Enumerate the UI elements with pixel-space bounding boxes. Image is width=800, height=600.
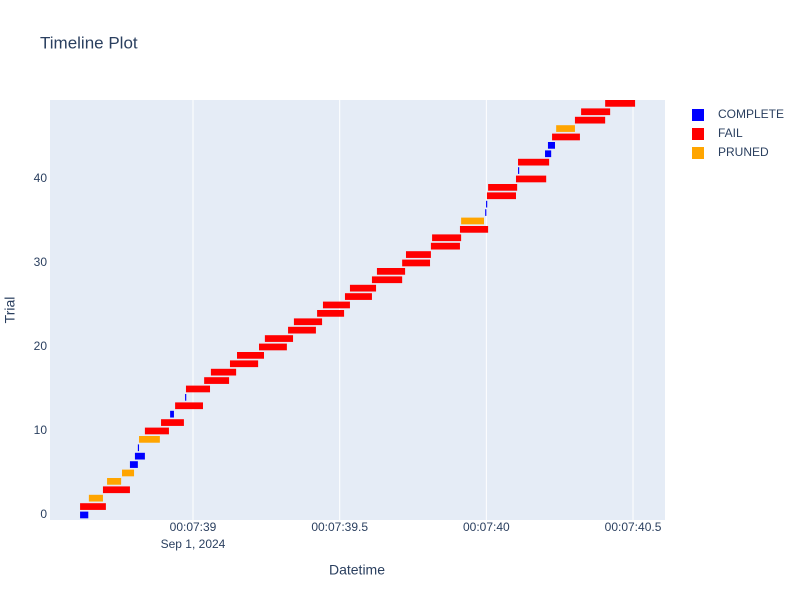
trial-bar — [204, 377, 230, 384]
trial-bar — [293, 318, 323, 326]
trial-bar — [518, 167, 520, 174]
trial-bar — [581, 108, 611, 116]
x-tick-sublabel: Sep 1, 2024 — [161, 537, 226, 551]
y-tick-label: 0 — [40, 507, 47, 521]
trial-bar — [144, 427, 169, 435]
trial-bar — [402, 259, 431, 267]
trial-bar — [229, 360, 259, 368]
trial-bar — [349, 284, 377, 292]
trial-bar — [515, 175, 547, 183]
trial-bar — [185, 394, 187, 401]
trial-bar — [107, 478, 122, 485]
trial-bar — [137, 444, 140, 452]
trial-bar — [461, 217, 485, 225]
x-tick-label: 00:07:39.5 — [311, 520, 368, 534]
trial-bar — [317, 310, 345, 317]
legend-label: PRUNED — [718, 145, 769, 159]
trial-bar — [322, 301, 350, 309]
y-axis-title: Trial — [2, 297, 18, 324]
trial-bar — [161, 419, 184, 426]
y-tick-label: 30 — [34, 255, 48, 269]
trial-bar — [88, 494, 103, 502]
trial-bar — [344, 293, 372, 300]
trial-bar — [545, 150, 552, 158]
trial-bar — [371, 276, 403, 284]
trial-bar — [486, 200, 488, 208]
trial-bar — [376, 268, 406, 275]
x-tick-label: 00:07:39 — [170, 520, 217, 534]
legend-swatch — [692, 147, 704, 159]
trial-bar — [80, 511, 89, 519]
y-tick-label: 10 — [34, 423, 48, 437]
trial-bar — [486, 192, 516, 200]
legend-label: COMPLETE — [718, 107, 784, 121]
trial-bar — [547, 142, 555, 149]
plot-area — [50, 100, 665, 520]
trial-bar — [405, 251, 431, 258]
trial-bar — [185, 385, 211, 393]
trial-bar — [139, 436, 160, 443]
trial-bar — [210, 368, 237, 376]
trial-bar — [459, 226, 489, 233]
trial-bar — [264, 335, 294, 342]
x-axis-title: Datetime — [329, 562, 385, 578]
trial-bar — [556, 125, 575, 132]
trial-bar — [175, 402, 203, 410]
chart-title: Timeline Plot — [40, 33, 138, 52]
trial-bar — [430, 242, 460, 250]
trial-bar — [129, 461, 138, 468]
legend-swatch — [692, 109, 704, 121]
trial-bar — [259, 343, 287, 351]
trial-bar — [518, 158, 550, 166]
trial-bar — [488, 184, 518, 191]
x-tick-label: 00:07:40 — [463, 520, 510, 534]
legend-swatch — [692, 128, 704, 140]
trial-bar — [288, 326, 316, 334]
trial-bar — [80, 503, 106, 510]
trial-bar — [122, 469, 135, 477]
x-tick-label: 00:07:40.5 — [605, 520, 662, 534]
y-tick-label: 40 — [34, 171, 48, 185]
trial-bar — [552, 133, 580, 141]
legend-label: FAIL — [718, 126, 743, 140]
trial-bar — [102, 486, 130, 494]
trial-bar — [237, 352, 264, 359]
trial-bar — [605, 100, 636, 107]
trial-bar — [574, 116, 606, 124]
trial-bar — [432, 234, 462, 242]
trial-bar — [485, 209, 487, 216]
trial-bar — [170, 410, 174, 418]
trial-bar — [134, 452, 145, 460]
y-tick-label: 20 — [34, 339, 48, 353]
